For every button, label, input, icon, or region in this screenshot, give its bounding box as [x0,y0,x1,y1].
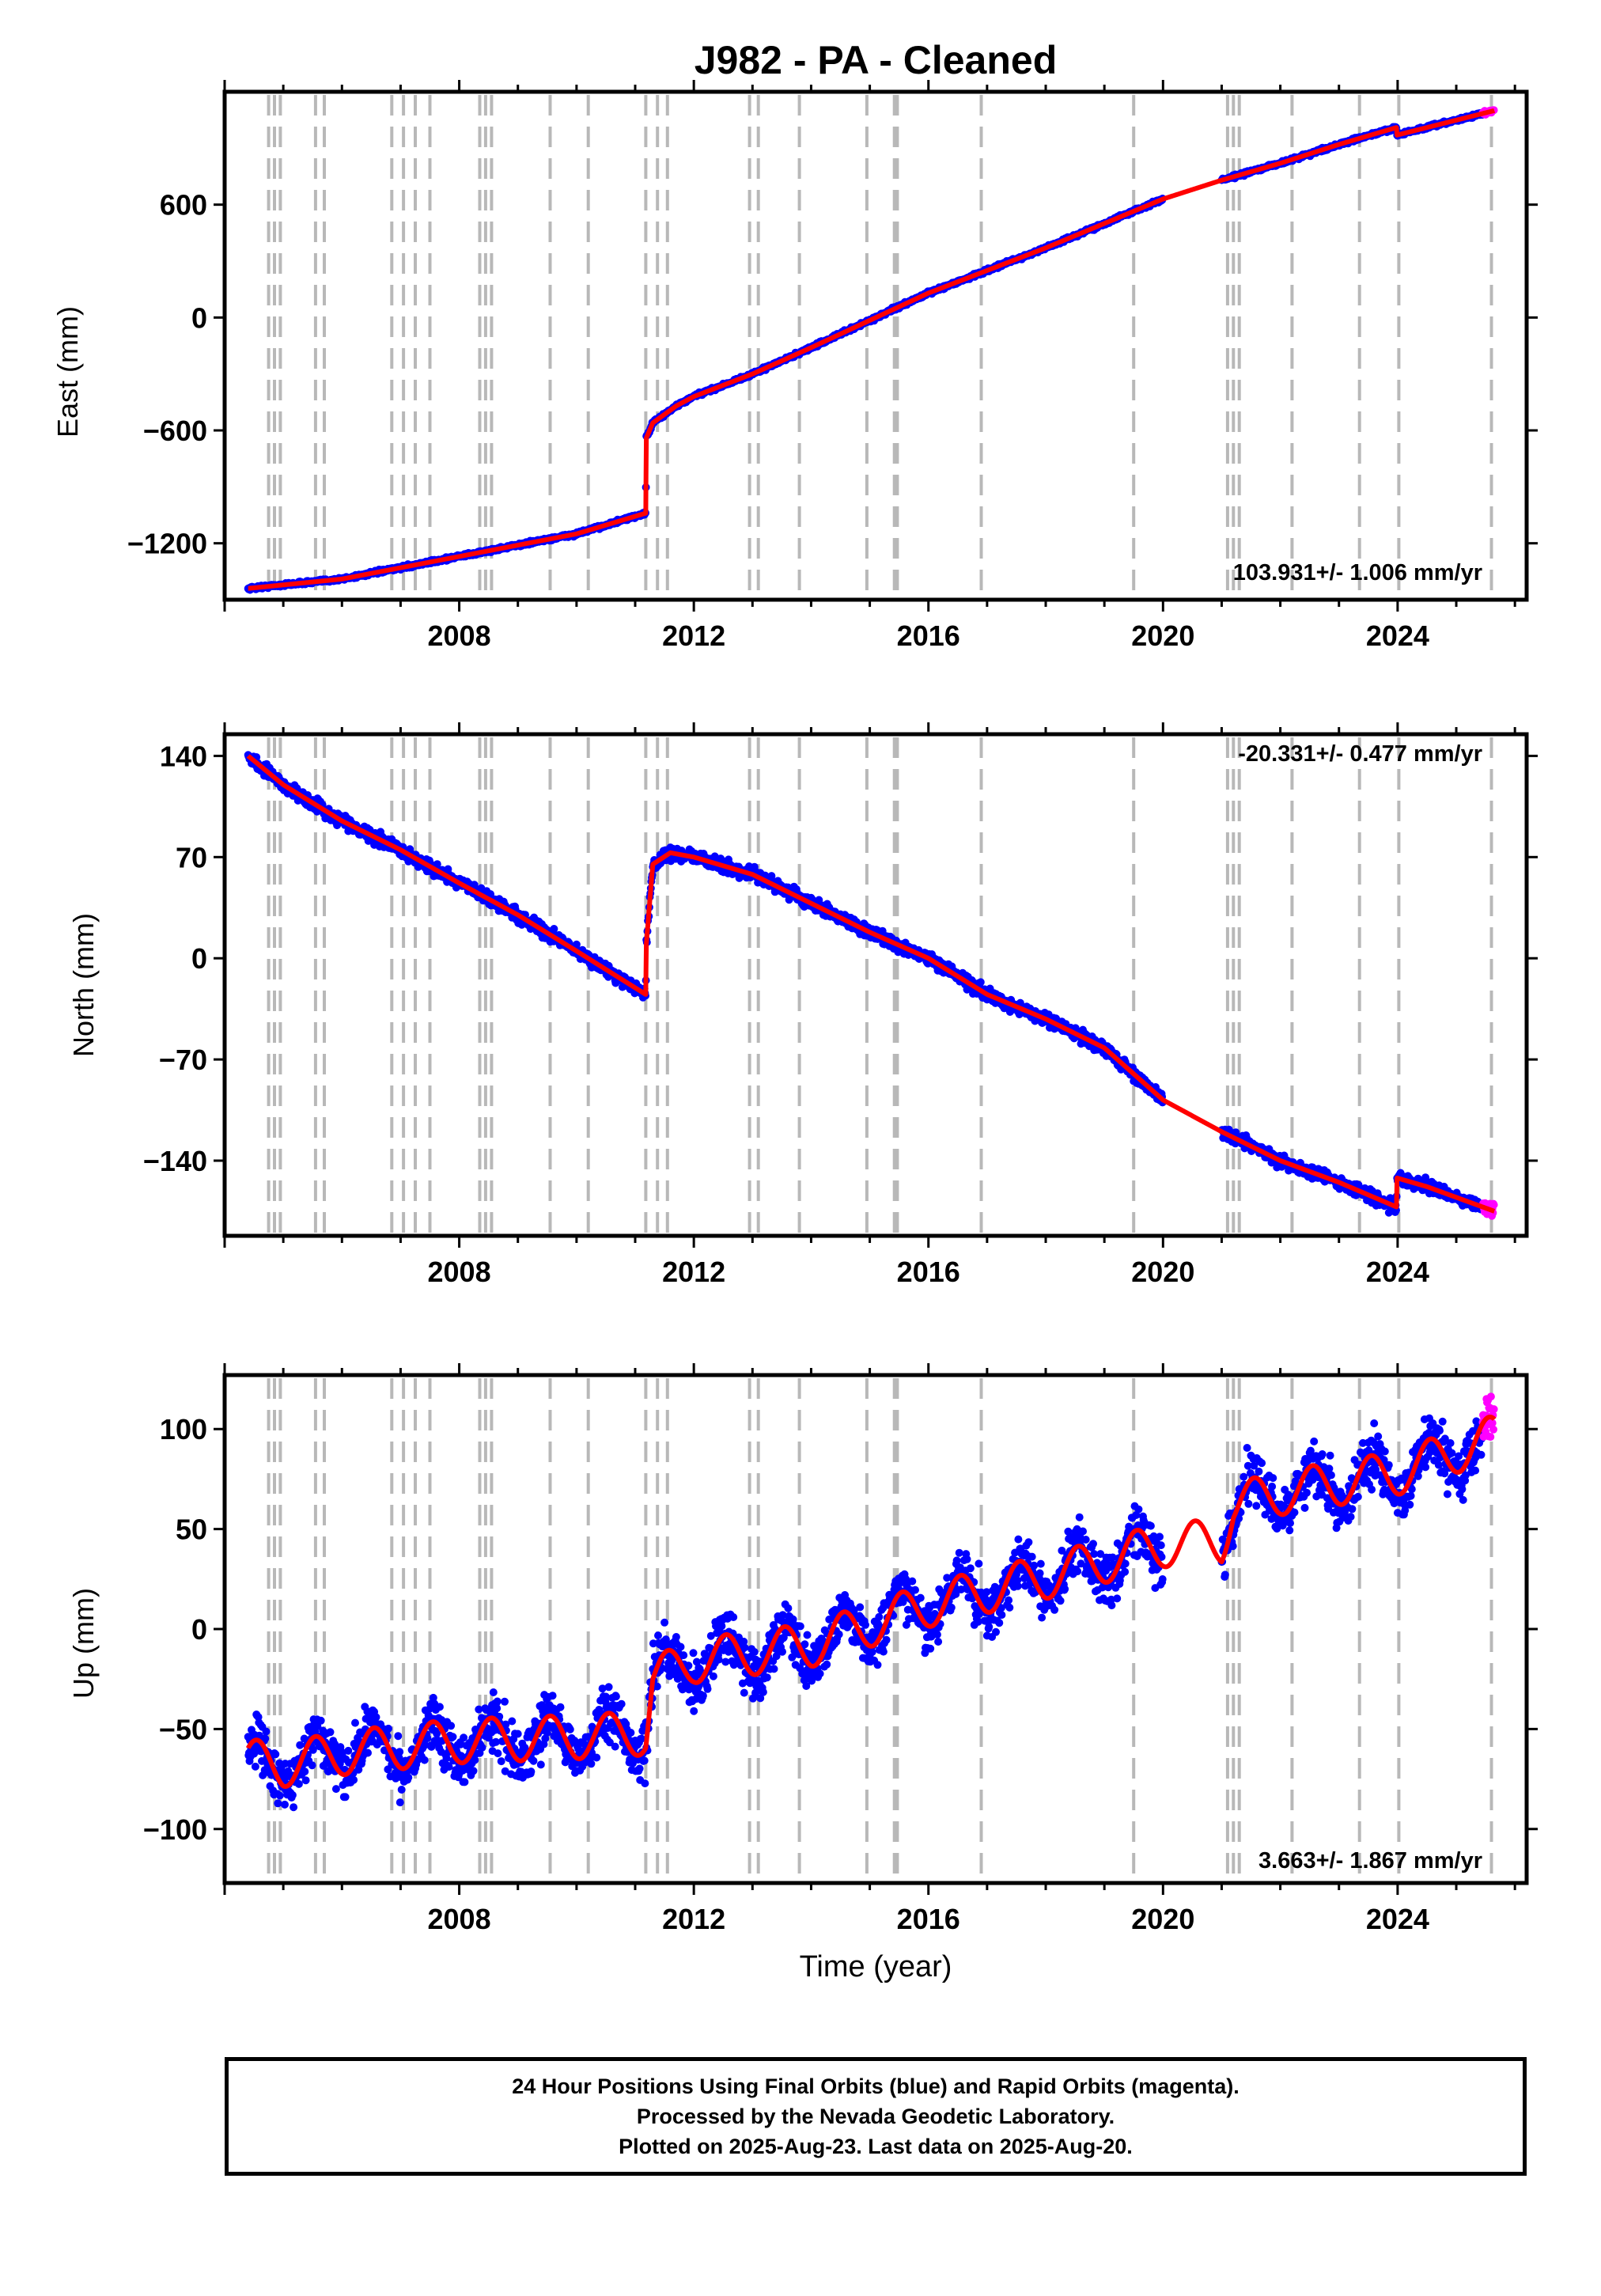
final-orbit-points [244,751,1486,1217]
final-orbit-points [244,108,1486,594]
east-rate-label: 103.931+/- 1.006 mm/yr [1233,560,1482,585]
x-tick-label: 2008 [428,1256,491,1288]
up-panel: 2008 2012 2016 2020 2024 −100 −50 0 50 100 Up (mm… [67,1363,1538,1935]
y-tick-label: −1200 [127,528,207,560]
x-tick-label: 2008 [428,1903,491,1935]
north-axis-label: North (mm) [67,913,100,1057]
x-tick-label: 2024 [1366,1256,1429,1288]
y-tick-label: 100 [160,1413,207,1445]
x-tick-label: 2024 [1366,1903,1429,1935]
model-fit-line [245,1415,1497,1789]
y-tick-label: −140 [143,1145,207,1177]
plot-frame [222,732,1529,1238]
y-tick-label: −600 [143,415,207,447]
x-tick-label: 2008 [428,619,491,652]
caption-line-2: Processed by the Nevada Geodetic Laborat… [636,2105,1115,2128]
caption-box: 24 Hour Positions Using Final Orbits (bl… [225,2057,1527,2176]
model-fit-line [246,753,1497,1214]
x-tick-label: 2012 [662,619,725,652]
y-tick-label: −50 [159,1713,207,1745]
y-tick-label: 50 [176,1514,207,1546]
x-tick-label: 2020 [1131,1256,1194,1288]
x-tick-label: 2012 [662,1903,725,1935]
caption-line-3: Plotted on 2025-Aug-23. Last data on 202… [619,2135,1133,2158]
plot-frame [222,89,1529,602]
east-panel: 2008 2012 2016 2020 2024 −1200 −600 0 600 East (… [51,80,1538,652]
y-tick-label: 0 [191,942,207,975]
y-tick-label: 0 [191,1613,207,1646]
x-tick-label: 2020 [1131,619,1194,652]
x-tick-label: 2012 [662,1256,725,1288]
up-axis-label: Up (mm) [67,1588,100,1699]
y-tick-label: −100 [143,1813,207,1846]
up-rate-label: 3.663+/- 1.867 mm/yr [1258,1848,1482,1874]
y-tick-label: 70 [176,841,207,873]
east-axis-label: East (mm) [51,306,84,438]
north-panel: 2008 2012 2016 2020 2024 −140 −70 0 70 140 North … [67,722,1538,1288]
x-tick-label: 2016 [897,619,960,652]
north-rate-label: -20.331+/- 0.477 mm/yr [1238,741,1482,767]
model-fit-line [246,108,1497,591]
x-tick-label: 2024 [1366,619,1429,652]
y-tick-label: 140 [160,740,207,772]
x-tick-label: 2016 [897,1256,960,1288]
y-tick-label: 600 [160,189,207,222]
final-orbit-points [244,1414,1486,1812]
x-tick-label: 2020 [1131,1903,1194,1935]
caption-line-1: 24 Hour Positions Using Final Orbits (bl… [512,2074,1240,2098]
figure-title: J982 - PA - Cleaned [695,38,1058,82]
y-tick-label: 0 [191,301,207,334]
x-axis-title: Time (year) [800,1950,952,1983]
x-tick-label: 2016 [897,1903,960,1935]
y-tick-label: −70 [159,1044,207,1076]
